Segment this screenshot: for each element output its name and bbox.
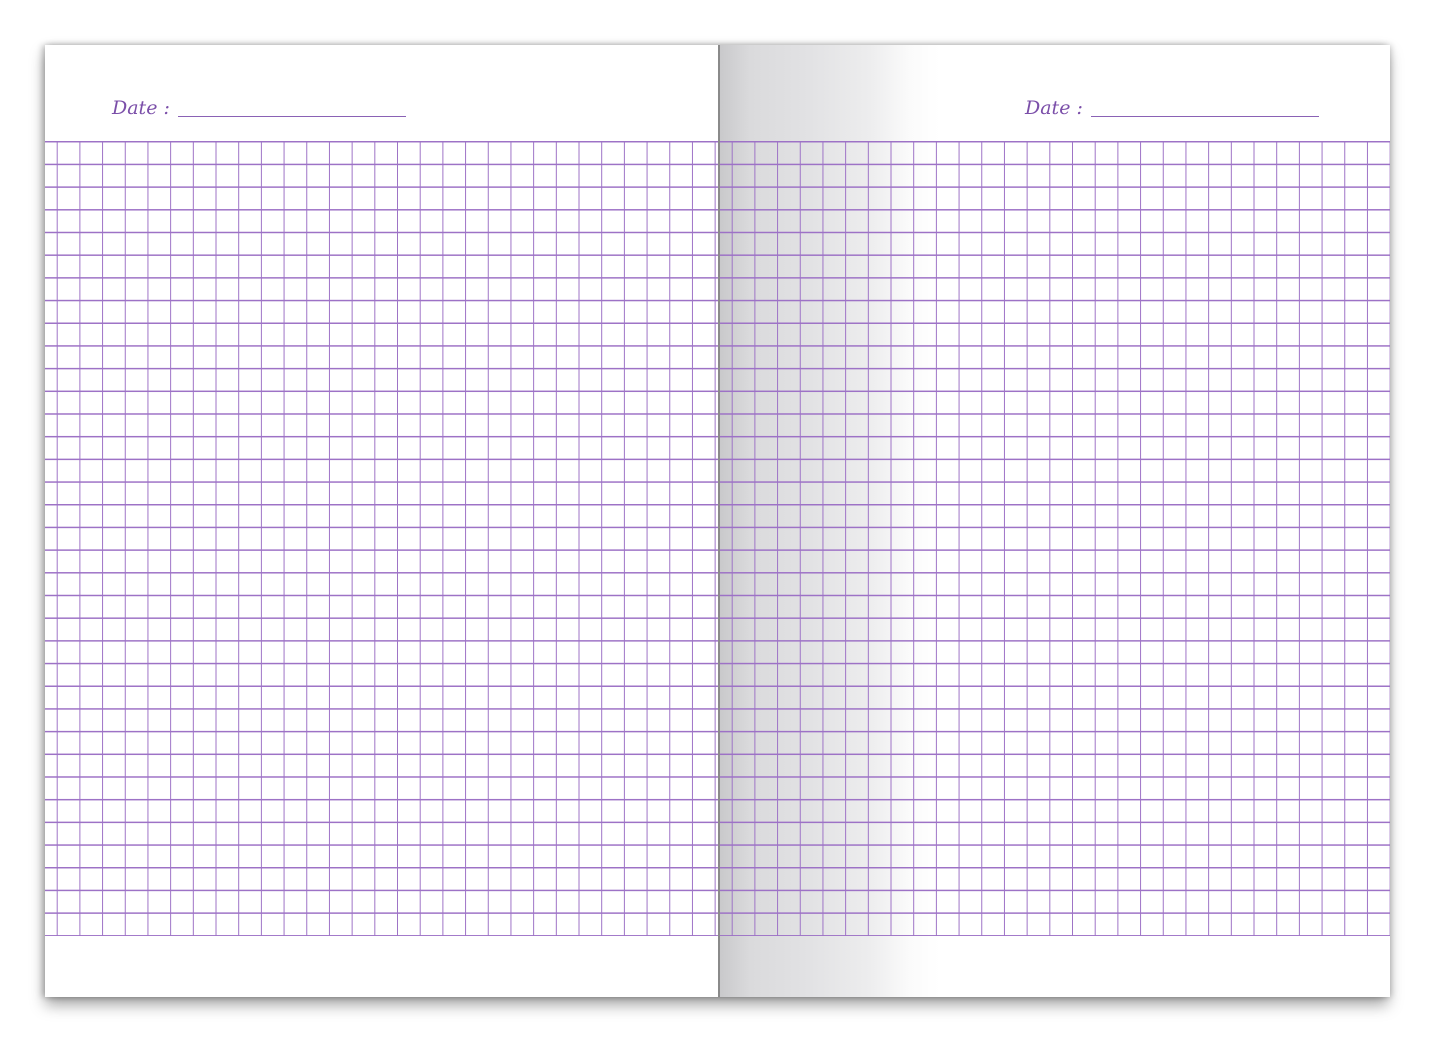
left-page: Date : [45, 45, 718, 997]
date-label: Date : [112, 97, 170, 119]
date-line[interactable] [177, 116, 406, 117]
right-page: Date : [718, 45, 1390, 997]
date-label: Date : [1025, 97, 1083, 119]
date-field: Date : [112, 97, 406, 119]
notebook-spread: Date : Date : [45, 45, 1390, 997]
date-line[interactable] [1090, 116, 1319, 117]
grid-area [45, 141, 718, 936]
grid-area [720, 141, 1390, 936]
date-field: Date : [1025, 97, 1319, 119]
